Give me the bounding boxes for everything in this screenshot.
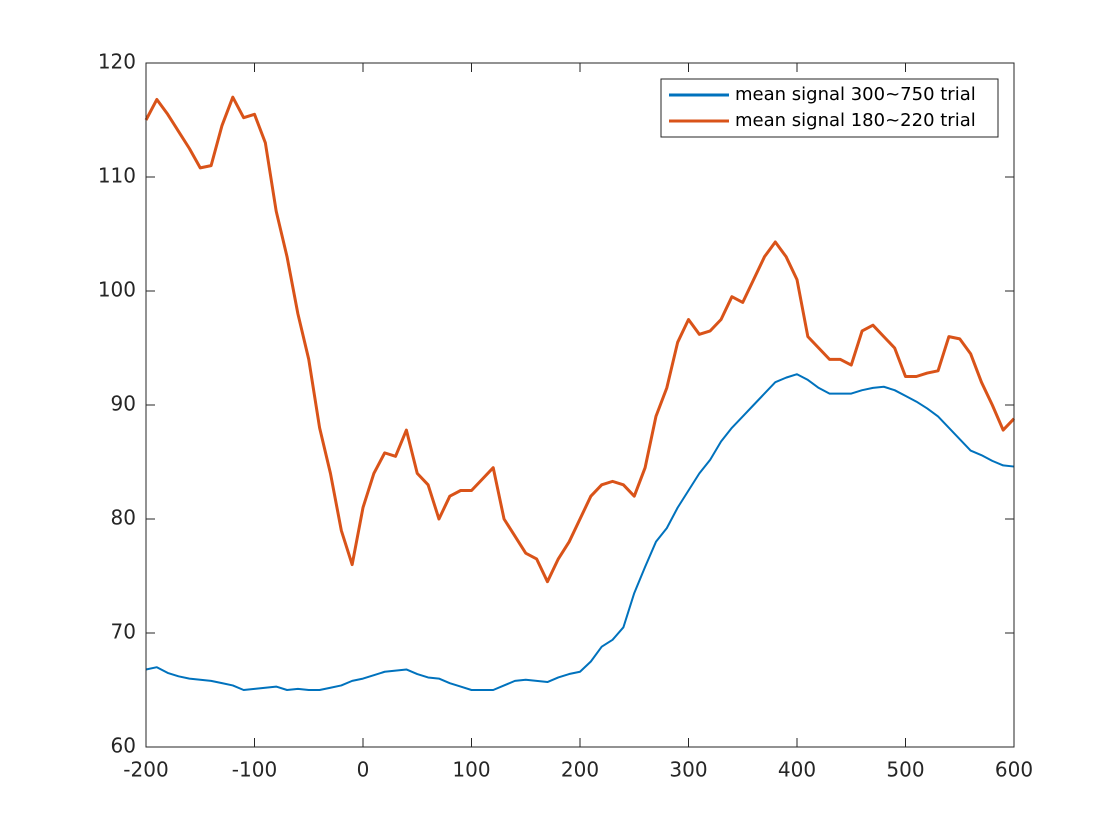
y-tick-label: 120: [98, 50, 136, 74]
y-tick-label: 90: [111, 392, 136, 416]
x-tick-label: 300: [669, 758, 707, 782]
x-tick-label: 600: [995, 758, 1033, 782]
x-tick-label: 400: [778, 758, 816, 782]
y-tick-label: 60: [111, 734, 136, 758]
x-tick-label: 500: [886, 758, 924, 782]
legend-label: mean signal 300~750 trial: [735, 84, 976, 105]
legend: mean signal 300~750 trial mean signal 180…: [660, 78, 999, 138]
y-tick-label: 80: [111, 506, 136, 530]
x-tick-label: -100: [232, 758, 277, 782]
y-tick-label: 100: [98, 278, 136, 302]
x-tick-label: 100: [452, 758, 490, 782]
y-tick-label: 110: [98, 164, 136, 188]
line-series: [145, 373, 1015, 691]
x-tick-label: -200: [123, 758, 168, 782]
line-series: [144, 95, 1016, 584]
legend-label: mean signal 180~220 trial: [735, 110, 976, 131]
x-tick-label: 0: [357, 758, 370, 782]
y-tick-label: 70: [111, 620, 136, 644]
plot-frame: [145, 62, 1015, 748]
legend-box: [660, 78, 999, 138]
x-tick-label: 200: [561, 758, 599, 782]
